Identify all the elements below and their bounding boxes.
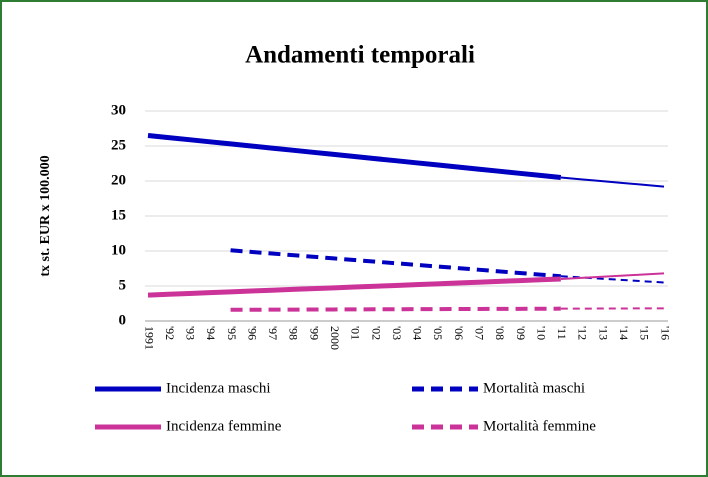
y-tick-label: 15 — [111, 207, 126, 223]
x-tick-label: '93 — [184, 326, 198, 340]
x-tick-label: '05 — [431, 326, 445, 340]
x-tick-label: '14 — [617, 326, 631, 340]
series-line — [147, 133, 562, 180]
x-tick-label: '10 — [534, 326, 548, 340]
x-tick-label: '06 — [452, 326, 466, 340]
series-line — [230, 248, 561, 279]
series-line — [560, 272, 665, 280]
legend-label: Incidenza femmine — [166, 418, 282, 434]
x-tick-label: '99 — [307, 326, 321, 340]
x-tick-label: '94 — [204, 326, 218, 340]
x-tick-label: '04 — [411, 326, 425, 340]
x-tick-label: '07 — [472, 326, 486, 340]
x-tick-label: 2000 — [328, 326, 342, 350]
x-tick-label: '92 — [163, 326, 177, 340]
y-tick-label: 5 — [119, 277, 127, 293]
series-line — [230, 306, 561, 312]
x-tick-label: '01 — [349, 326, 363, 340]
y-tick-label: 25 — [111, 137, 126, 153]
series-line — [560, 176, 665, 188]
x-tick-label: '12 — [576, 326, 590, 340]
x-tick-label: '11 — [555, 326, 569, 340]
x-tick-label: '03 — [390, 326, 404, 340]
legend-label: Mortalità maschi — [483, 380, 585, 396]
x-tick-label: '98 — [287, 326, 301, 340]
y-tick-label: 0 — [119, 312, 127, 328]
y-tick-label: 20 — [111, 172, 126, 188]
x-tick-label: '13 — [596, 326, 610, 340]
y-tick-label: 10 — [111, 242, 126, 258]
x-tick-label: 1991 — [142, 326, 156, 350]
y-tick-label: 30 — [111, 102, 126, 118]
x-tick-label: '09 — [514, 326, 528, 340]
series-line — [147, 276, 561, 298]
x-tick-label: '15 — [638, 326, 652, 340]
x-tick-label: '97 — [266, 326, 280, 340]
y-axis-title: tx st. EUR x 100.000 — [38, 155, 53, 276]
x-tick-label: '95 — [225, 326, 239, 340]
legend-label: Incidenza maschi — [166, 380, 271, 396]
legend-label: Mortalità femmine — [483, 418, 596, 434]
x-tick-label: '02 — [369, 326, 383, 340]
x-tick-label: '16 — [658, 326, 672, 340]
x-tick-label: '96 — [245, 326, 259, 340]
chart-title: Andamenti temporali — [245, 42, 475, 69]
x-tick-label: '08 — [493, 326, 507, 340]
